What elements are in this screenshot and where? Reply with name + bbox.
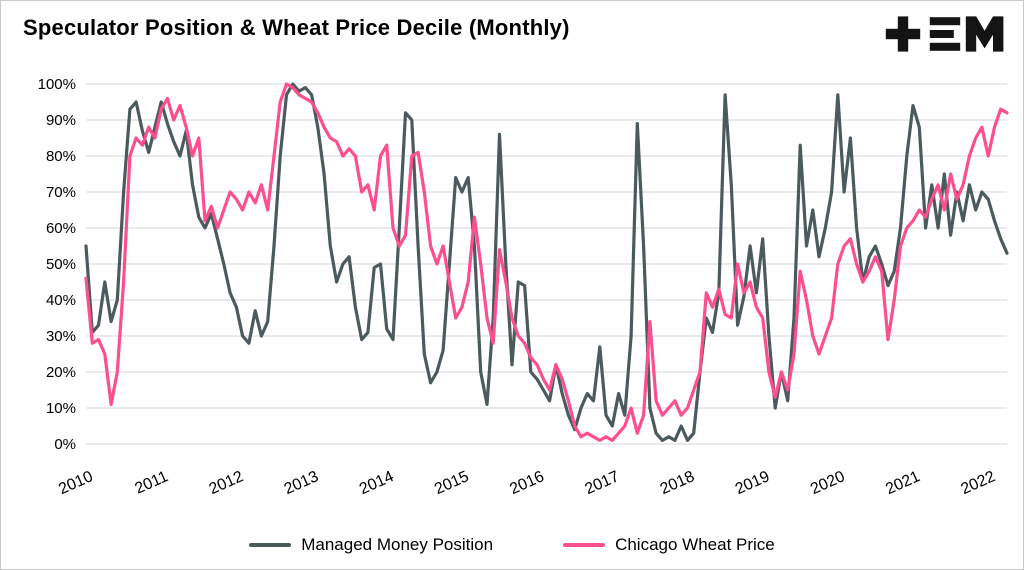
legend-label-wheat-price: Chicago Wheat Price bbox=[615, 535, 775, 554]
y-axis-tick-label: 70% bbox=[46, 184, 76, 201]
y-axis-tick-label: 100% bbox=[38, 76, 76, 93]
x-axis-tick-label: 2019 bbox=[733, 468, 773, 498]
y-axis-tick-label: 40% bbox=[46, 292, 76, 309]
x-axis-tick-label: 2010 bbox=[56, 468, 96, 498]
x-axis-tick-label: 2022 bbox=[958, 468, 998, 498]
x-axis-tick-label: 2017 bbox=[582, 468, 622, 498]
x-axis-tick-label: 2021 bbox=[883, 468, 923, 498]
x-axis-tick-label: 2020 bbox=[808, 468, 848, 498]
y-axis-tick-label: 10% bbox=[46, 400, 76, 417]
wheat-price-line-swatch bbox=[563, 543, 606, 547]
tem-logo bbox=[885, 16, 1004, 52]
x-axis-tick-label: 2012 bbox=[207, 468, 247, 498]
chart-legend: Managed Money Position Chicago Wheat Pri… bbox=[1, 535, 1023, 555]
logo-bars-icon bbox=[929, 42, 961, 51]
logo-bars-icon bbox=[929, 30, 954, 38]
line-chart: 0% 10% 20% 30% 40% 50% 60% 70% 80% 90% 100% 2010 201… bbox=[38, 76, 1009, 498]
chart-title: Speculator Position & Wheat Price Decile… bbox=[23, 15, 570, 40]
legend-label-managed-money: Managed Money Position bbox=[301, 535, 494, 554]
x-axis-tick-label: 2016 bbox=[507, 468, 547, 498]
x-axis-tick-label: 2013 bbox=[282, 468, 322, 498]
y-axis-tick-label: 30% bbox=[46, 328, 76, 345]
legend-item-managed-money: Managed Money Position bbox=[249, 535, 493, 555]
y-axis-tick-label: 0% bbox=[54, 436, 76, 453]
y-axis-tick-label: 20% bbox=[46, 364, 76, 381]
logo-m-icon bbox=[965, 16, 1004, 52]
managed-money-line-swatch bbox=[249, 543, 292, 547]
x-axis-tick-label: 2018 bbox=[658, 468, 698, 498]
legend-item-wheat-price: Chicago Wheat Price bbox=[563, 535, 775, 555]
logo-plus-icon bbox=[885, 28, 921, 40]
logo-bars-icon bbox=[929, 17, 961, 26]
series-line-chicago-wheat-price bbox=[84, 82, 1009, 442]
x-axis-tick-label: 2014 bbox=[357, 468, 397, 498]
y-axis-tick-label: 50% bbox=[46, 256, 76, 273]
series-line-managed-money-position bbox=[84, 82, 1009, 442]
y-axis-tick-label: 90% bbox=[46, 112, 76, 129]
y-axis-tick-label: 60% bbox=[46, 220, 76, 237]
y-axis-tick-label: 80% bbox=[46, 148, 76, 165]
x-axis-tick-label: 2015 bbox=[432, 468, 472, 498]
x-axis-tick-label: 2011 bbox=[132, 468, 170, 498]
